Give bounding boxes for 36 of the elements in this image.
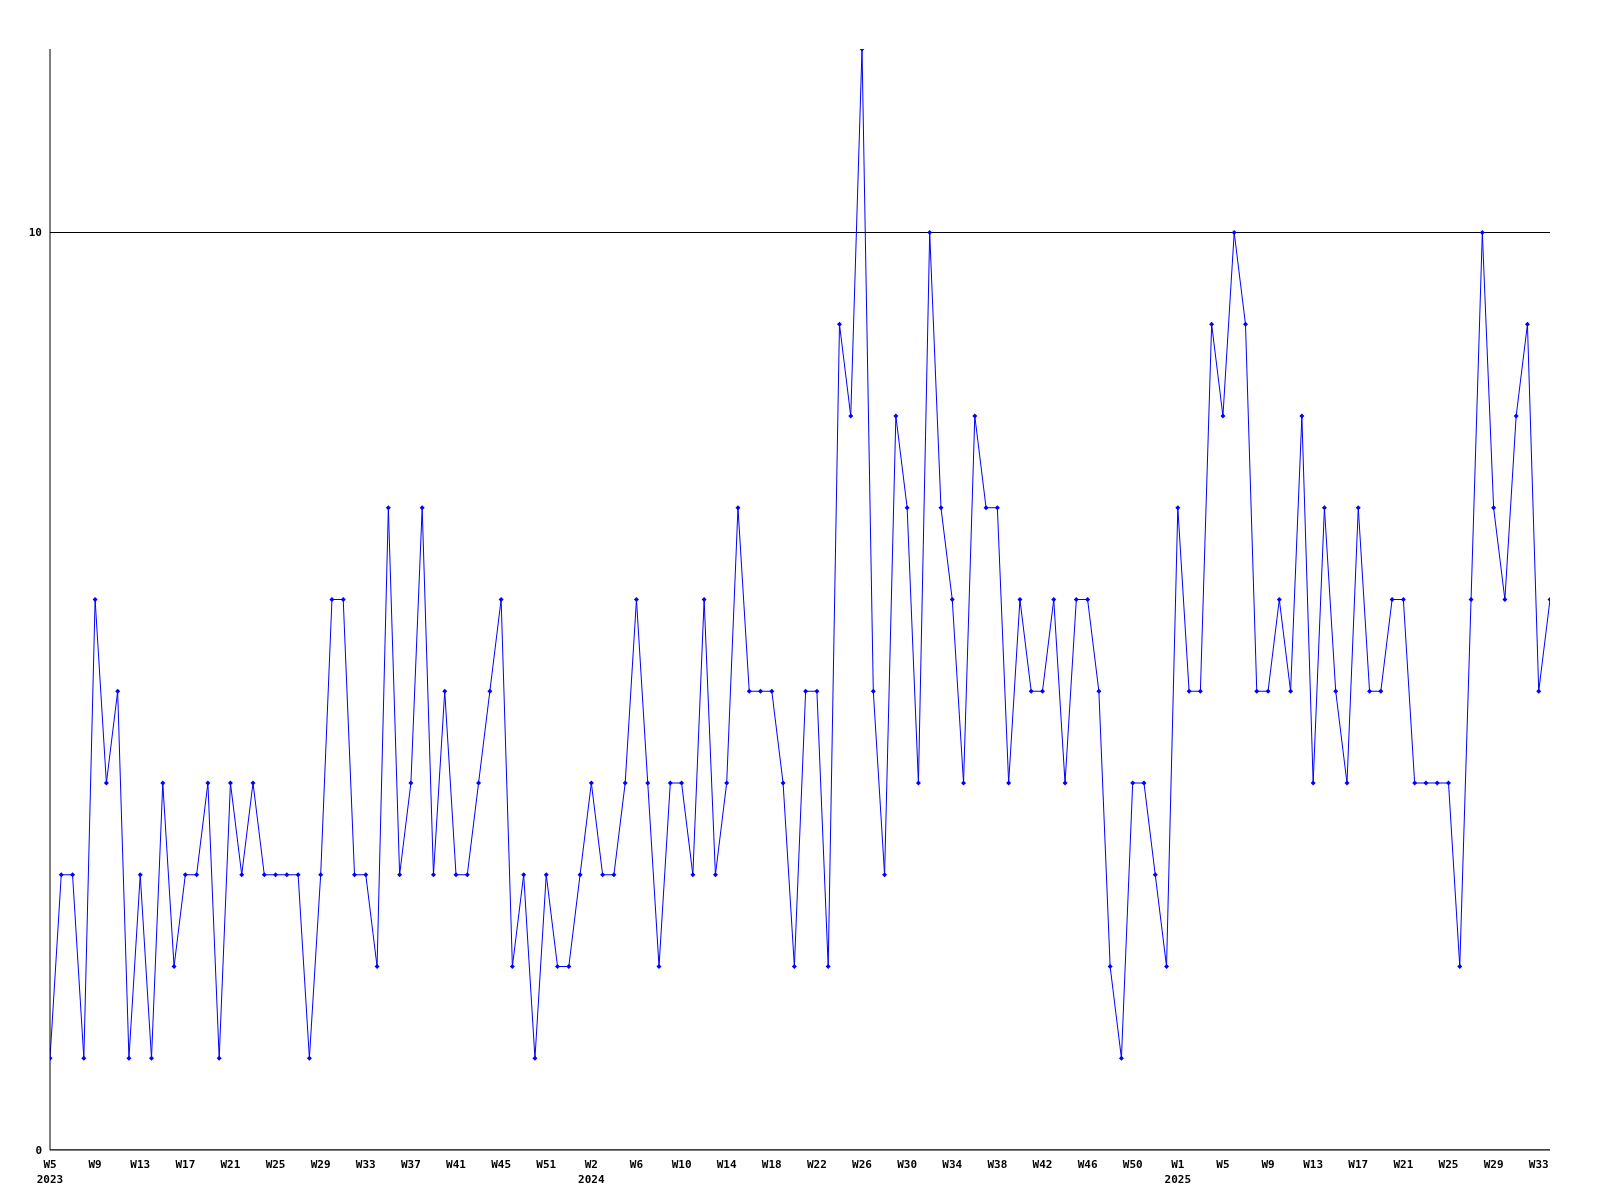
x-tick-label: W51 bbox=[536, 1158, 557, 1171]
x-tick-label: W5 bbox=[1216, 1158, 1230, 1171]
x-tick-label: W18 bbox=[761, 1158, 782, 1171]
x-tick-label: W30 bbox=[897, 1158, 918, 1171]
x-tick-label: W37 bbox=[400, 1158, 421, 1171]
x-tick-label: W21 bbox=[1393, 1158, 1414, 1171]
x-tick-label: W33 bbox=[355, 1158, 376, 1171]
x-tick-label: W25 bbox=[1438, 1158, 1459, 1171]
x-tick-label: W10 bbox=[671, 1158, 692, 1171]
x-tick-label: W45 bbox=[491, 1158, 512, 1171]
x-tick-label: W34 bbox=[942, 1158, 963, 1171]
x-tick-label: W17 bbox=[1348, 1158, 1369, 1171]
x-tick-label: W6 bbox=[629, 1158, 644, 1171]
x-tick-label: W17 bbox=[175, 1158, 196, 1171]
x-tick-label: W14 bbox=[716, 1158, 737, 1171]
x-tick-label: W29 bbox=[310, 1158, 331, 1171]
y-tick-label: 10 bbox=[28, 226, 42, 240]
x-tick-label: W9 bbox=[1261, 1158, 1275, 1171]
x-tick-label: W13 bbox=[1303, 1158, 1324, 1171]
x-tick-label: W46 bbox=[1077, 1158, 1098, 1171]
x-tick-label: W38 bbox=[987, 1158, 1008, 1171]
x-tick-label: W9 bbox=[88, 1158, 102, 1171]
x-tick-label: W5 2023 bbox=[36, 1158, 64, 1186]
x-tick-label: W2 2024 bbox=[578, 1158, 605, 1186]
x-tick-label: W13 bbox=[130, 1158, 151, 1171]
x-tick-label: W1 2025 bbox=[1164, 1158, 1192, 1186]
x-tick-label: W33 bbox=[1528, 1158, 1549, 1171]
y-tick-label: 0 bbox=[35, 1143, 42, 1157]
x-tick-label: W50 bbox=[1122, 1158, 1143, 1171]
x-tick-label: W22 bbox=[806, 1158, 827, 1171]
x-tick-label: W41 bbox=[446, 1158, 467, 1171]
x-tick-label: W26 bbox=[852, 1158, 873, 1171]
x-tick-label: W29 bbox=[1483, 1158, 1504, 1171]
x-tick-label: W25 bbox=[265, 1158, 286, 1171]
x-tick-label: W21 bbox=[220, 1158, 241, 1171]
x-tick-label: W42 bbox=[1032, 1158, 1053, 1171]
